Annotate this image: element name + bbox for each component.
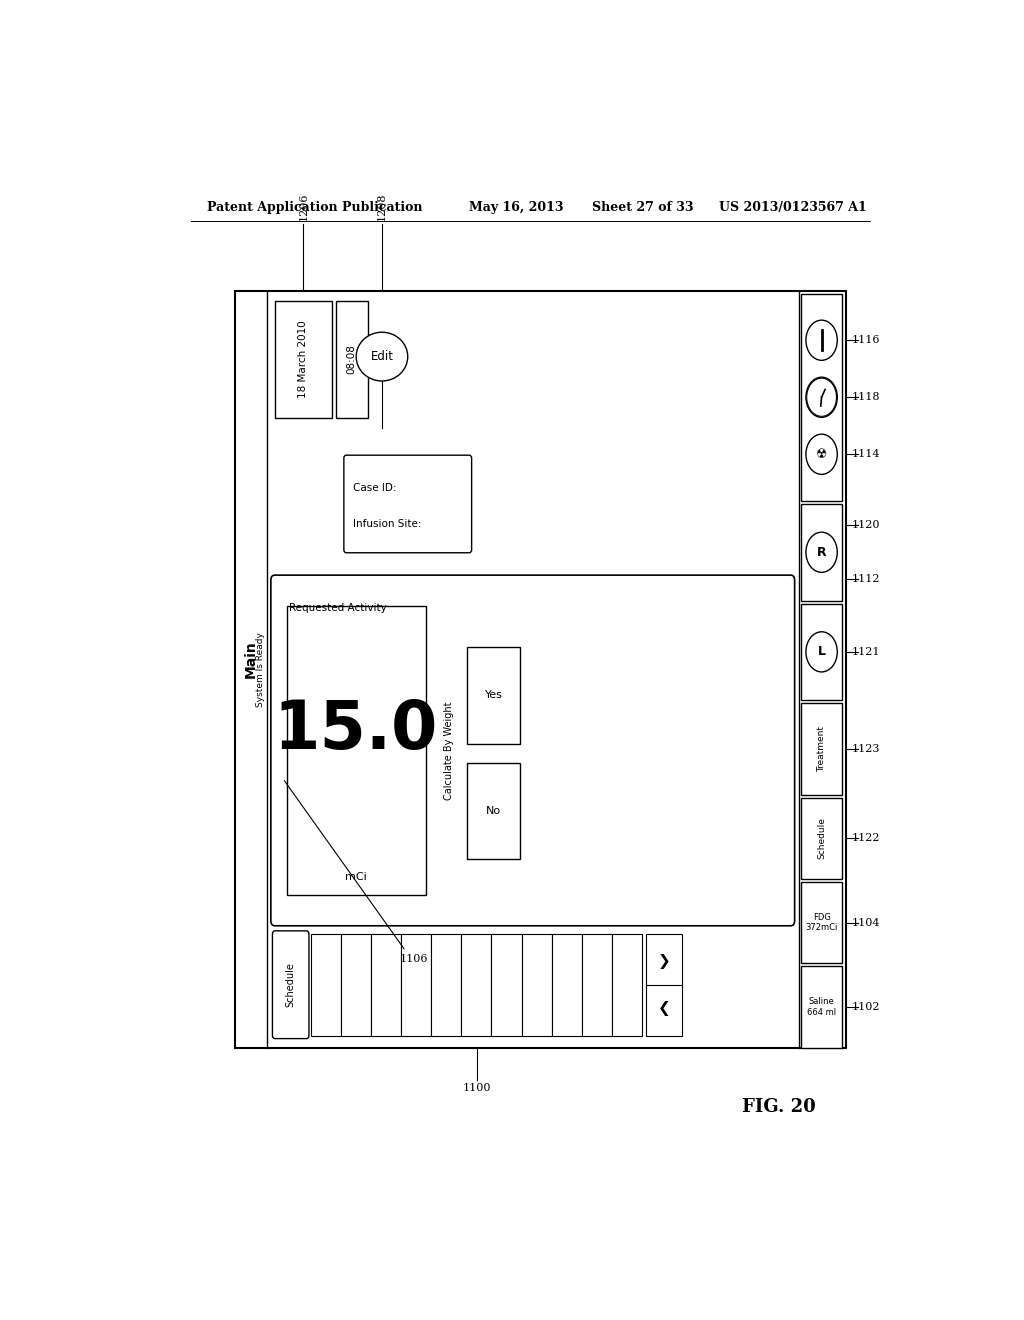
Bar <box>801 293 842 500</box>
Bar <box>612 935 642 1036</box>
Text: 1100: 1100 <box>463 1084 492 1093</box>
Circle shape <box>807 378 837 416</box>
Circle shape <box>806 632 838 672</box>
Bar <box>801 504 842 601</box>
FancyBboxPatch shape <box>270 576 795 925</box>
Text: Schedule: Schedule <box>286 962 296 1007</box>
Text: FDG
372mCi: FDG 372mCi <box>806 913 838 932</box>
Text: May 16, 2013: May 16, 2013 <box>469 201 564 214</box>
Circle shape <box>806 321 838 360</box>
Text: System Is Ready: System Is Ready <box>256 632 265 706</box>
Bar <box>341 935 371 1036</box>
Text: 1123: 1123 <box>852 744 881 754</box>
Circle shape <box>806 434 838 474</box>
Text: Schedule: Schedule <box>817 817 826 859</box>
Bar <box>467 647 520 743</box>
Bar <box>801 704 842 795</box>
Text: 18 March 2010: 18 March 2010 <box>298 321 308 399</box>
Bar <box>646 935 682 1036</box>
Text: 15.0: 15.0 <box>273 697 438 763</box>
Bar <box>287 606 426 895</box>
Circle shape <box>806 532 838 573</box>
Ellipse shape <box>356 333 408 381</box>
Text: 1114: 1114 <box>852 449 881 459</box>
Text: Saline
664 ml: Saline 664 ml <box>807 998 837 1016</box>
Bar <box>467 763 520 859</box>
Text: 1206: 1206 <box>298 193 308 222</box>
Text: Patent Application Publication: Patent Application Publication <box>207 201 423 214</box>
Circle shape <box>806 378 838 417</box>
Text: 1121: 1121 <box>852 647 881 657</box>
Text: 1116: 1116 <box>852 335 881 346</box>
Bar <box>801 603 842 700</box>
Text: 1120: 1120 <box>852 520 881 531</box>
Text: ❮: ❮ <box>657 1001 671 1015</box>
Text: ❯: ❯ <box>657 954 671 969</box>
Text: ☢: ☢ <box>816 447 827 461</box>
Text: 1122: 1122 <box>852 833 881 843</box>
Text: Infusion Site:: Infusion Site: <box>352 519 421 529</box>
Bar <box>801 882 842 964</box>
Bar <box>310 935 341 1036</box>
Bar <box>521 935 552 1036</box>
Bar <box>236 290 846 1048</box>
Text: No: No <box>486 807 501 816</box>
Bar <box>274 301 332 417</box>
Text: Sheet 27 of 33: Sheet 27 of 33 <box>592 201 693 214</box>
Text: 1106: 1106 <box>399 954 428 965</box>
Bar <box>431 935 461 1036</box>
Text: R: R <box>817 545 826 558</box>
Text: FIG. 20: FIG. 20 <box>741 1098 816 1115</box>
Bar <box>336 301 368 417</box>
Bar <box>401 935 431 1036</box>
Text: 1112: 1112 <box>852 574 881 585</box>
Text: 08:08: 08:08 <box>347 345 356 374</box>
FancyBboxPatch shape <box>344 455 472 553</box>
FancyBboxPatch shape <box>272 931 309 1039</box>
Text: Requested Activity: Requested Activity <box>289 602 387 612</box>
Text: Case ID:: Case ID: <box>352 483 396 492</box>
Text: Calculate By Weight: Calculate By Weight <box>444 701 455 800</box>
Text: 1208: 1208 <box>377 193 387 222</box>
Text: US 2013/0123567 A1: US 2013/0123567 A1 <box>719 201 867 214</box>
Bar <box>582 935 612 1036</box>
Bar <box>801 966 842 1048</box>
Bar <box>552 935 582 1036</box>
Bar <box>801 797 842 879</box>
Text: 1102: 1102 <box>852 1002 881 1012</box>
Bar <box>462 935 492 1036</box>
Bar <box>492 935 521 1036</box>
Text: Edit: Edit <box>371 350 393 363</box>
Text: Main: Main <box>244 640 258 678</box>
Text: Yes: Yes <box>484 690 503 701</box>
Bar <box>371 935 401 1036</box>
Text: mCi: mCi <box>345 873 367 882</box>
Text: 1118: 1118 <box>852 392 881 403</box>
Text: Treatment: Treatment <box>817 726 826 772</box>
Text: 1104: 1104 <box>852 917 881 928</box>
Text: L: L <box>817 645 825 659</box>
